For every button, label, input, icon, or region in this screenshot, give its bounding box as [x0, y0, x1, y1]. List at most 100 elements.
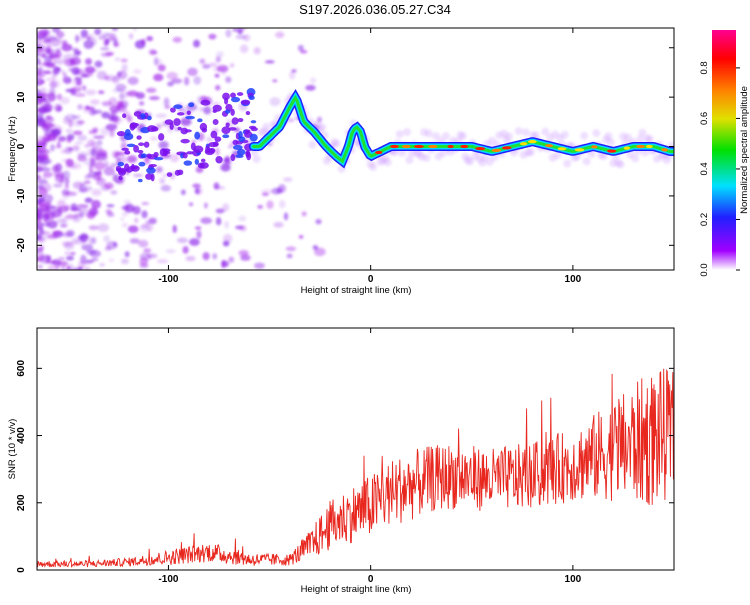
- cluster-blob: [185, 115, 195, 120]
- noise-blob: [37, 254, 46, 262]
- noise-blob: [67, 266, 73, 270]
- snr-panel: -100 0 100 600 400 200 0 Height of straight li…: [7, 327, 675, 595]
- y-tick-label: -20: [16, 238, 27, 253]
- noise-blob: [91, 37, 97, 46]
- noise-blob: [55, 50, 62, 59]
- cluster-blob: [232, 144, 243, 150]
- halo-blob: [645, 134, 654, 143]
- noise-blob: [187, 67, 198, 77]
- halo-blob: [424, 129, 433, 138]
- hotspot: [375, 150, 383, 155]
- noise-blob: [72, 217, 81, 223]
- cluster-blob: [124, 129, 131, 136]
- noise-blob: [298, 235, 304, 239]
- halo-blob: [262, 122, 271, 131]
- noise-blob: [158, 140, 169, 150]
- noise-blob: [135, 92, 145, 100]
- noise-blob: [77, 134, 88, 141]
- chart-title: S197.2026.036.05.27.C34: [299, 2, 451, 17]
- cluster-blob: [146, 153, 152, 158]
- cluster-blob: [250, 120, 257, 124]
- noise-blob: [225, 76, 232, 84]
- cluster-blob: [146, 167, 156, 174]
- noise-blob: [288, 118, 295, 122]
- cluster-blob: [140, 153, 148, 159]
- noise-blob: [228, 256, 235, 263]
- halo-blob: [580, 131, 589, 140]
- cluster-blob: [126, 143, 136, 148]
- noise-blob: [223, 234, 233, 243]
- noise-blob: [169, 153, 180, 163]
- noise-blob: [56, 31, 65, 39]
- hotspot: [527, 140, 537, 144]
- noise-blob: [64, 251, 71, 255]
- noise-blob: [143, 248, 152, 253]
- noise-blob: [64, 113, 77, 122]
- cluster-blob: [133, 145, 139, 153]
- halo-blob: [521, 128, 530, 137]
- spectrogram-heatmap: [37, 28, 674, 270]
- cluster-blob: [248, 95, 255, 101]
- noise-blob: [111, 28, 119, 32]
- noise-blob: [98, 90, 105, 95]
- noise-blob: [163, 97, 170, 107]
- noise-blob: [72, 48, 79, 52]
- noise-blob: [283, 212, 289, 221]
- y-tick-label: 0: [16, 567, 27, 573]
- noise-blob: [66, 137, 72, 143]
- halo-blob: [514, 127, 523, 136]
- halo-blob: [395, 130, 404, 139]
- noise-blob: [86, 36, 92, 41]
- noise-blob: [77, 154, 87, 162]
- noise-blob: [58, 205, 69, 213]
- noise-blob: [185, 255, 196, 262]
- noise-blob: [105, 123, 118, 131]
- cluster-blob: [174, 169, 181, 176]
- halo-blob: [405, 155, 414, 164]
- noise-blob: [221, 259, 226, 269]
- cluster-blob: [224, 97, 229, 105]
- noise-blob: [50, 79, 61, 88]
- noise-blob: [155, 113, 168, 118]
- noise-blob: [65, 191, 78, 197]
- noise-blob: [215, 217, 222, 226]
- noise-blob: [133, 173, 143, 177]
- noise-blob: [45, 92, 55, 100]
- noise-blob: [193, 39, 201, 48]
- noise-blob: [215, 208, 225, 214]
- halo-blob: [563, 159, 572, 168]
- halo-blob: [606, 138, 615, 147]
- noise-blob: [80, 29, 89, 38]
- noise-blob: [44, 49, 54, 55]
- noise-blob: [101, 111, 110, 119]
- noise-blob: [271, 187, 282, 195]
- noise-blob: [113, 242, 118, 247]
- noise-blob: [297, 44, 304, 52]
- noise-blob: [88, 164, 94, 173]
- noise-blob: [121, 258, 129, 265]
- noise-blob: [208, 62, 218, 67]
- cluster-blob: [183, 160, 193, 166]
- hotspot: [491, 148, 502, 152]
- noise-blob: [37, 52, 41, 57]
- halo-blob: [252, 155, 261, 164]
- halo-blob: [403, 128, 412, 137]
- noise-blob: [225, 29, 232, 38]
- cluster-blob: [121, 147, 129, 151]
- noise-blob: [129, 238, 140, 244]
- noise-blob: [37, 198, 45, 203]
- noise-blob: [37, 57, 41, 66]
- noise-blob: [45, 115, 52, 120]
- noise-blob: [214, 73, 220, 78]
- noise-blob: [199, 58, 206, 64]
- x-tick-label: 0: [368, 574, 374, 585]
- noise-blob: [62, 170, 71, 180]
- noise-blob: [61, 265, 66, 270]
- noise-blob: [118, 155, 127, 164]
- cluster-blob: [148, 163, 157, 168]
- hotspot: [607, 149, 617, 153]
- noise-blob: [64, 184, 70, 190]
- cluster-blob: [180, 127, 189, 135]
- cluster-blob: [245, 111, 251, 116]
- noise-blob: [215, 147, 220, 156]
